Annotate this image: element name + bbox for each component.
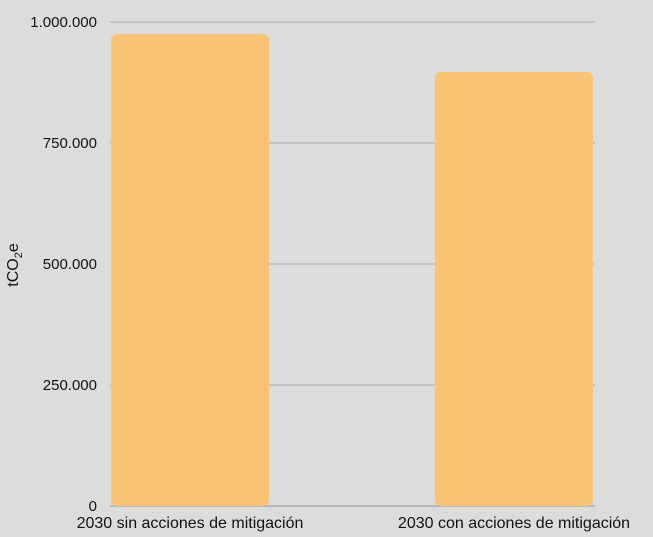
y-axis-ticks: 0 250.000 500.000 750.000 1.000.000 bbox=[30, 14, 97, 515]
y-tick-label: 1.000.000 bbox=[30, 14, 97, 31]
y-axis-title: tCO2e bbox=[5, 243, 25, 287]
bars bbox=[111, 34, 593, 507]
x-category-label: 2030 sin acciones de mitigación bbox=[77, 515, 304, 532]
y-tick-label: 250.000 bbox=[43, 377, 97, 394]
bar bbox=[435, 71, 593, 507]
x-category-label: 2030 con acciones de mitigación bbox=[398, 515, 630, 532]
y-tick-label: 500.000 bbox=[43, 256, 97, 273]
y-tick-label: 0 bbox=[89, 498, 97, 515]
bar bbox=[111, 34, 269, 506]
y-tick-label: 750.000 bbox=[43, 135, 97, 152]
x-axis-categories: 2030 sin acciones de mitigación 2030 con … bbox=[77, 515, 630, 532]
